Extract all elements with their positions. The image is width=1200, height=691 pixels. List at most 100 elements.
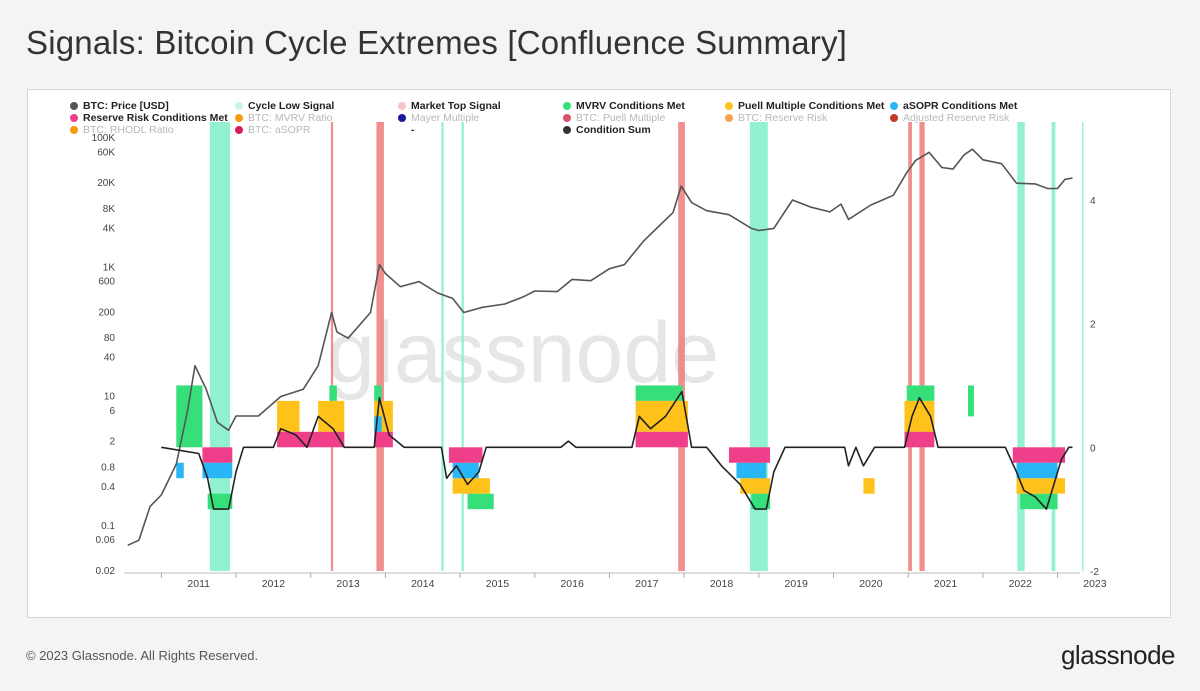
legend-dot-icon [70, 114, 78, 122]
legend-dot-icon [398, 102, 406, 110]
condition-block [736, 462, 767, 479]
condition-block [374, 431, 393, 448]
x-tick-label: 2015 [486, 578, 510, 590]
x-tick-label: 2014 [411, 578, 435, 590]
condition-block [751, 493, 771, 510]
legend-label: Market Top Signal [411, 100, 501, 112]
y-left-tick-label: 20K [97, 178, 115, 189]
y-left-tick-label: 0.06 [96, 535, 116, 546]
legend-item-btc-puell-multiple[interactable]: BTC: Puell Multiple [563, 112, 665, 124]
y-left-tick-label: 0.02 [96, 566, 116, 577]
legend-dot-icon [235, 126, 243, 134]
legend-label: aSOPR Conditions Met [903, 100, 1018, 112]
signal-band [461, 122, 464, 571]
y-left-tick-label: 600 [98, 277, 115, 288]
legend-item-btc-price-usd[interactable]: BTC: Price [USD] [70, 100, 169, 112]
legend-item-mayer-multiple[interactable]: Mayer Multiple [398, 112, 479, 124]
legend-item-reserve-risk-conditions-met[interactable]: Reserve Risk Conditions Met [70, 112, 228, 124]
condition-block [906, 385, 935, 401]
y-right-tick-label: 2 [1090, 320, 1096, 331]
y-right-tick-label: -2 [1090, 567, 1099, 578]
legend-label: Condition Sum [576, 124, 651, 136]
signal-band [441, 122, 444, 571]
y-left-tick-label: 0.4 [101, 482, 115, 493]
x-tick-label: 2012 [262, 578, 286, 590]
legend-dot-icon [725, 102, 733, 110]
legend-label: - [411, 124, 415, 136]
legend-label: Adjusted Reserve Risk [903, 112, 1010, 124]
condition-block [467, 493, 494, 510]
glassnode-logo: glassnode [1060, 640, 1176, 670]
legend-label: Puell Multiple Conditions Met [738, 100, 885, 112]
condition-sum-line [161, 390, 1073, 510]
legend-label: BTC: Puell Multiple [576, 112, 666, 124]
legend-item-adjusted-reserve-risk[interactable]: Adjusted Reserve Risk [890, 112, 1009, 124]
condition-block [202, 462, 233, 479]
legend-dot-icon [725, 114, 733, 122]
legend-item-market-top-signal[interactable]: Market Top Signal [398, 100, 501, 112]
condition-block [904, 431, 935, 448]
x-tick-label: 2020 [859, 578, 883, 590]
legend-item-[interactable]: - [398, 124, 415, 136]
x-tick-label: 2013 [336, 578, 360, 590]
y-left-tick-label: 10 [104, 392, 116, 403]
signal-band [1051, 122, 1056, 571]
legend-dot-icon [890, 114, 898, 122]
legend-label: BTC: RHODL Ratio [83, 124, 174, 136]
legend-item-puell-multiple-conditions-met[interactable]: Puell Multiple Conditions Met [725, 100, 884, 112]
y-left-tick-label: 2 [109, 437, 115, 448]
legend-item-btc-asopr[interactable]: BTC: aSOPR [235, 124, 310, 136]
signal-band [678, 122, 685, 571]
legend-dot-icon [890, 102, 898, 110]
x-tick-label: 2023 [1083, 578, 1107, 590]
legend-item-mvrv-conditions-met[interactable]: MVRV Conditions Met [563, 100, 685, 112]
legend-item-btc-reserve-risk[interactable]: BTC: Reserve Risk [725, 112, 827, 124]
y-left-tick-label: 6 [109, 406, 115, 417]
legend-label: Reserve Risk Conditions Met [83, 112, 228, 124]
condition-block [635, 400, 688, 432]
condition-block [728, 447, 771, 463]
y-right-tick-label: 4 [1090, 196, 1096, 207]
condition-block [176, 385, 203, 448]
legend-item-btc-mvrv-ratio[interactable]: BTC: MVRV Ratio [235, 112, 332, 124]
x-tick-label: 2018 [710, 578, 734, 590]
chart-panel: BTC: Price [USD] Cycle Low Signal Market T… [27, 89, 1171, 618]
condition-block [967, 385, 974, 417]
y-left-tick-label: 0.1 [101, 521, 115, 532]
right-signal-edge [1082, 122, 1084, 571]
condition-block [635, 385, 683, 401]
legend-item-asopr-conditions-met[interactable]: aSOPR Conditions Met [890, 100, 1017, 112]
condition-block [452, 462, 479, 479]
condition-block [277, 400, 300, 432]
signal-band [330, 122, 334, 571]
legend-item-btc-rhodl-ratio[interactable]: BTC: RHODL Ratio [70, 124, 174, 136]
y-left-tick-label: 100K [92, 133, 116, 144]
legend-label: Cycle Low Signal [248, 100, 335, 112]
legend-dot-icon [563, 102, 571, 110]
condition-block [202, 447, 233, 463]
chart-canvas: glassnode100K60K20K8K4K1K600200804010620… [92, 122, 1107, 590]
condition-block [329, 385, 337, 401]
condition-block [452, 478, 490, 494]
legend-label: BTC: MVRV Ratio [248, 112, 333, 124]
legend-dot-icon [398, 114, 406, 122]
chart-legend: BTC: Price [USD] Cycle Low Signal Market T… [28, 90, 1170, 140]
y-left-tick-label: 1K [103, 262, 116, 273]
condition-block [374, 385, 382, 401]
y-left-tick-label: 60K [97, 147, 115, 158]
copyright-footer: © 2023 Glassnode. All Rights Reserved. [26, 648, 259, 663]
condition-block [176, 462, 184, 479]
legend-dot-icon [70, 102, 78, 110]
legend-dot-icon [235, 102, 243, 110]
legend-dot-icon [235, 114, 243, 122]
condition-block [635, 431, 688, 448]
legend-item-condition-sum[interactable]: Condition Sum [563, 124, 651, 136]
y-left-tick-label: 4K [103, 223, 116, 234]
legend-item-cycle-low-signal[interactable]: Cycle Low Signal [235, 100, 334, 112]
condition-block [448, 447, 483, 463]
condition-block [1016, 462, 1058, 479]
signal-band [919, 122, 925, 571]
x-tick-label: 2016 [560, 578, 584, 590]
legend-label: MVRV Conditions Met [576, 100, 685, 112]
condition-block [374, 416, 382, 432]
